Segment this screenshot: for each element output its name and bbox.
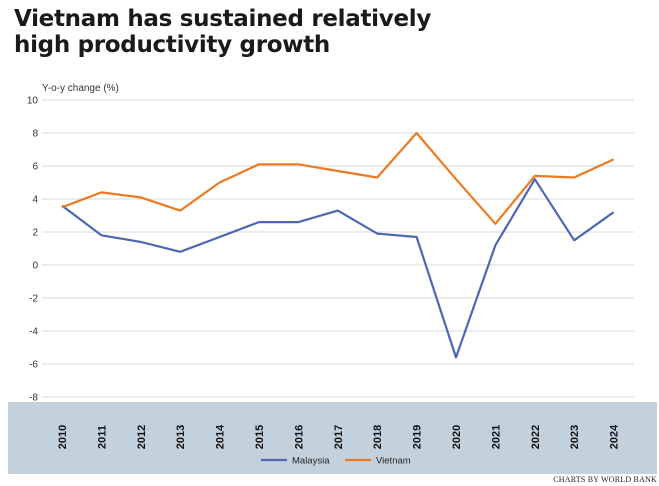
y-tick-label: 6: [32, 162, 38, 173]
chart-title-line-1: Vietnam has sustained relatively: [14, 6, 432, 32]
y-axis-label: Y-o-y change (%): [42, 83, 119, 94]
x-tick-label: 2011: [96, 425, 108, 449]
x-tick-label: 2017: [333, 425, 345, 449]
x-tick-label: 2021: [490, 425, 502, 449]
x-tick-label: 2013: [175, 425, 187, 449]
legend-label-malaysia: Malaysia: [292, 456, 330, 467]
x-tick-label: 2014: [215, 424, 227, 449]
y-tick-labels: 10 8 6 4 2 0 -2 -4 -6 -8: [27, 96, 39, 404]
x-tick-label: 2016: [293, 425, 305, 449]
series-line-malaysia: [61, 178, 615, 359]
x-tick-label: 2022: [530, 425, 542, 449]
x-tick-label: 2020: [451, 425, 463, 449]
x-tick-label: 2024: [609, 424, 621, 449]
x-tick-label: 2023: [569, 425, 581, 449]
y-tick-label: 10: [27, 96, 39, 107]
chart-title: Vietnam has sustained relatively high pr…: [14, 6, 431, 58]
series-line-vietnam: [61, 131, 615, 225]
y-tick-label: -6: [29, 360, 38, 371]
y-tick-label: 2: [32, 228, 38, 239]
chart-title-line-2: high productivity growth: [14, 32, 330, 58]
x-axis-band: [8, 402, 657, 474]
y-tick-label: 4: [32, 195, 38, 206]
x-tick-label: 2015: [254, 425, 266, 449]
x-tick-label: 2018: [372, 425, 384, 449]
source-credit: CHARTS BY WORLD BANK: [553, 475, 657, 484]
x-tick-label: 2010: [57, 425, 69, 449]
x-tick-label: 2019: [412, 425, 424, 449]
x-tick-labels: 2010 2011 2012 2013 2014 2015 2016 2017 2018 2019…: [57, 424, 621, 449]
series-lines: [61, 131, 615, 359]
x-tick-label: 2012: [136, 425, 148, 449]
y-tick-label: 0: [32, 261, 38, 272]
legend-label-vietnam: Vietnam: [376, 456, 411, 467]
y-tick-label: 8: [32, 129, 38, 140]
y-tick-label: -4: [29, 327, 38, 338]
gridlines: [42, 99, 634, 398]
y-tick-label: -2: [29, 294, 38, 305]
legend: Malaysia Vietnam: [261, 456, 411, 467]
y-tick-label: -8: [29, 393, 38, 404]
